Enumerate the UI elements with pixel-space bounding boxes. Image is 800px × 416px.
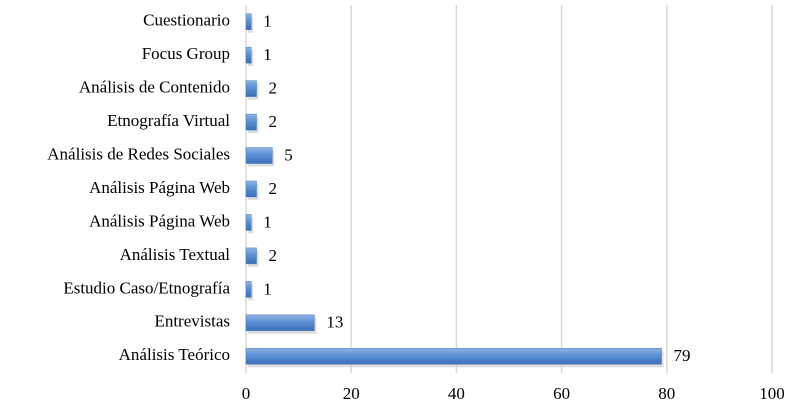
- bar: [245, 281, 252, 298]
- y-tick-label: Focus Group: [142, 44, 230, 63]
- y-tick-label: Análisis Textual: [120, 245, 231, 264]
- data-label: 79: [674, 346, 691, 365]
- bar: [245, 113, 257, 131]
- data-label: 1: [263, 279, 272, 298]
- data-label: 2: [269, 179, 278, 198]
- bar: [245, 147, 273, 164]
- data-label: 5: [284, 145, 293, 164]
- data-label: 1: [263, 12, 272, 31]
- y-tick-label: Análisis Página Web: [89, 178, 230, 197]
- x-tick-label: 100: [759, 384, 785, 403]
- data-label: 2: [269, 112, 278, 131]
- bar: [245, 13, 252, 30]
- y-tick-label: Estudio Caso/Etnografía: [63, 278, 230, 297]
- y-tick-label: Cuestionario: [143, 11, 230, 30]
- data-label: 13: [326, 313, 343, 332]
- data-label: 1: [263, 45, 272, 64]
- x-tick-label: 20: [343, 384, 360, 403]
- x-tick-label: 80: [658, 384, 675, 403]
- bar: [245, 46, 252, 64]
- bar: [245, 214, 252, 231]
- y-tick-label: Análisis de Redes Sociales: [47, 144, 230, 163]
- bar: [245, 80, 257, 97]
- x-tick-label: 0: [242, 384, 251, 403]
- y-tick-label: Etnografía Virtual: [107, 111, 230, 130]
- x-tick-label: 60: [553, 384, 570, 403]
- y-tick-label: Análisis Teórico: [119, 345, 230, 364]
- y-tick-label: Análisis de Contenido: [79, 78, 230, 97]
- bar: [245, 314, 315, 332]
- y-tick-label: Análisis Página Web: [89, 211, 230, 230]
- bar: [245, 180, 257, 198]
- data-label: 2: [269, 79, 278, 98]
- data-label: 2: [269, 246, 278, 265]
- x-tick-label: 40: [448, 384, 465, 403]
- data-label: 1: [263, 212, 272, 231]
- bar: [245, 348, 662, 365]
- bar: [245, 247, 257, 265]
- y-tick-label: Entrevistas: [154, 312, 230, 331]
